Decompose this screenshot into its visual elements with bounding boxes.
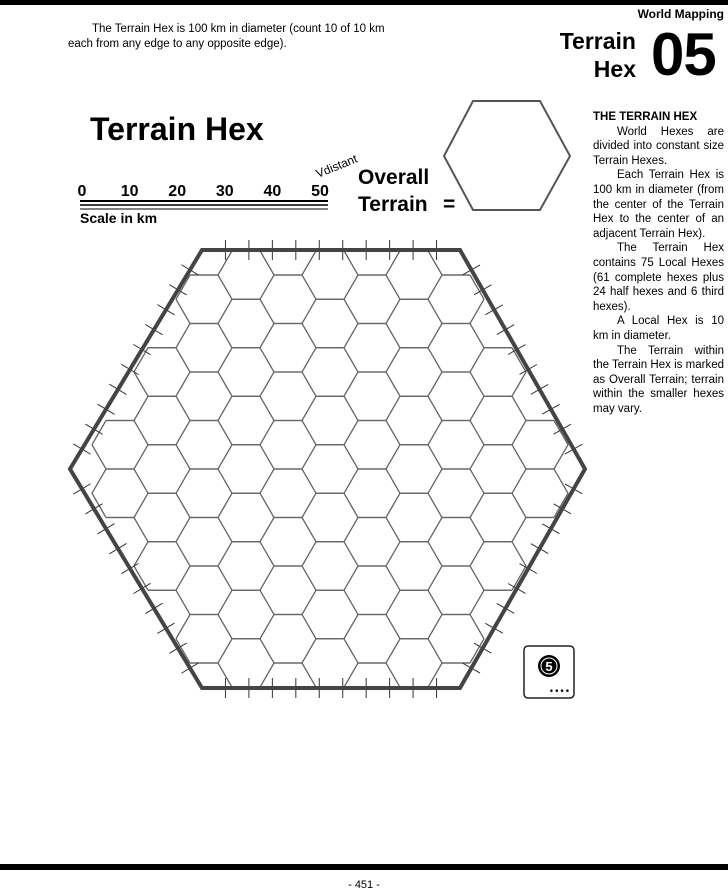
badge-dots: ••••: [549, 687, 570, 697]
overall-terrain-line1: Overall: [358, 166, 429, 189]
sidebar-paragraph: World Hexes are divided into constant si…: [593, 125, 724, 167]
equals-sign: =: [443, 193, 455, 216]
sidebar-column: THE TERRAIN HEX World Hexes are divided …: [593, 110, 724, 416]
sidebar-paragraph: The Terrain within the Terrain Hex is ma…: [593, 344, 724, 415]
scale-tick-label: 50: [311, 183, 329, 200]
overall-terrain-line2: Terrain: [358, 193, 428, 216]
scale-tick-label: 20: [168, 183, 186, 200]
scale-tick-label: 10: [121, 183, 139, 200]
section-label: World Mapping: [637, 7, 724, 21]
sidebar-heading: THE TERRAIN HEX: [593, 111, 698, 123]
chapter-title-line1: Terrain: [559, 28, 636, 54]
edge-ticks: [73, 240, 583, 698]
scale-tick-label: 0: [78, 183, 87, 200]
badge-number: 5: [545, 659, 552, 674]
sidebar-paragraph: Each Terrain Hex is 100 km in diameter (…: [593, 169, 724, 240]
badge: 5 ••••: [523, 645, 575, 699]
local-hex-grid: [91, 250, 569, 688]
handwritten-note: Vdistant: [314, 151, 360, 180]
bottom-rule: [0, 864, 728, 870]
top-rule: [0, 0, 728, 5]
sidebar-paragraph: The Terrain Hex contains 75 Local Hexes …: [593, 242, 724, 313]
chapter-title-line2: Hex: [593, 56, 636, 82]
scale-label: Scale in km: [80, 210, 157, 226]
terrain-hex-figure: Terrain Hex 0 10 20 30 40 50 Scale in km Vdis…: [67, 100, 588, 699]
scale-tick-label: 40: [264, 183, 282, 200]
scale-bar: 0 10 20 30 40 50 Scale in km: [78, 183, 329, 226]
scale-tick-label: 30: [216, 183, 234, 200]
chapter-number: 05: [651, 21, 717, 88]
chapter-title: Terrain Hex: [540, 27, 636, 83]
intro-paragraph: The Terrain Hex is 100 km in diameter (c…: [68, 23, 385, 50]
overall-terrain-hex: [442, 100, 572, 211]
sidebar-paragraph: A Local Hex is 10 km in diameter.: [593, 315, 724, 342]
terrain-hex-outline: [67, 248, 588, 690]
figure-title: Terrain Hex: [90, 111, 264, 147]
page-number: - 451 -: [348, 879, 380, 891]
